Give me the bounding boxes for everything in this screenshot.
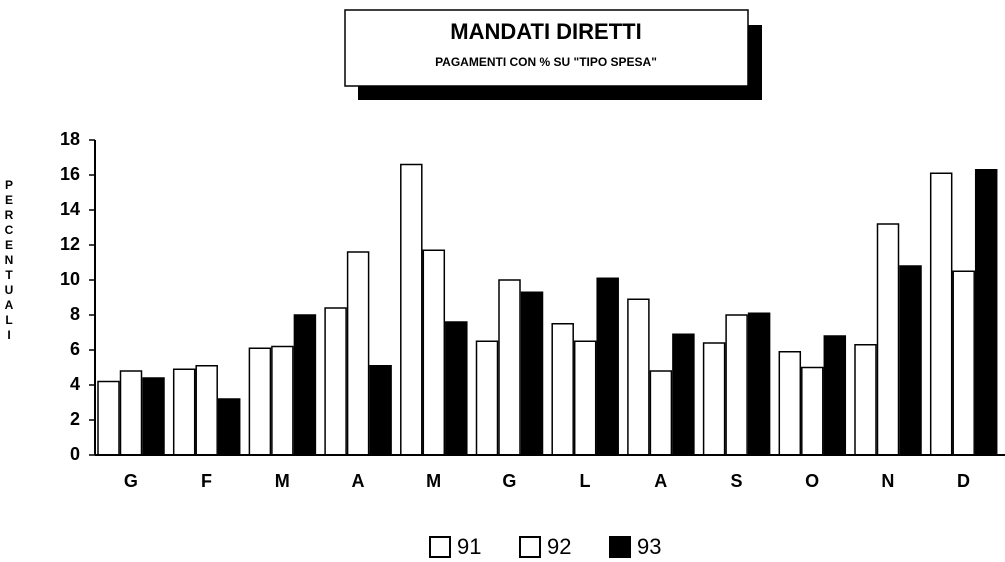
title-box (344, 9, 749, 87)
legend-swatch (519, 536, 541, 558)
bar (573, 340, 597, 456)
x-tick-label: N (881, 471, 894, 491)
bar (551, 323, 574, 456)
y-tick-label: 12 (60, 234, 80, 254)
bar (974, 169, 998, 456)
bar (801, 366, 824, 456)
bar (520, 291, 544, 456)
y-tick-label: 14 (60, 199, 80, 219)
bar (369, 365, 392, 456)
bar (627, 298, 650, 456)
y-tick-label: 18 (60, 129, 80, 149)
x-tick-label: G (502, 471, 516, 491)
bar (293, 314, 317, 456)
bar (248, 347, 272, 456)
bar (854, 344, 877, 456)
bar (400, 163, 423, 456)
x-tick-label: D (957, 471, 970, 491)
x-tick-label: L (580, 471, 591, 491)
bar (702, 342, 726, 456)
bar (195, 365, 218, 456)
legend-swatch (429, 536, 451, 558)
y-tick-label: 10 (60, 269, 80, 289)
bar (324, 307, 347, 456)
bar (498, 279, 521, 456)
y-axis-label: PERCENTUALI (2, 178, 16, 343)
bar (475, 340, 499, 456)
legend-label: 91 (457, 534, 481, 559)
x-tick-label: S (730, 471, 742, 491)
legend-label: 92 (547, 534, 571, 559)
bar (217, 398, 241, 456)
bar (747, 312, 771, 456)
x-tick-label: O (805, 471, 819, 491)
y-tick-label: 4 (70, 374, 80, 394)
y-tick-label: 8 (70, 304, 80, 324)
bar (271, 345, 294, 456)
legend-swatch (609, 536, 631, 558)
y-tick-label: 16 (60, 164, 80, 184)
bar (725, 314, 748, 456)
x-tick-label: F (201, 471, 212, 491)
x-tick-label: A (654, 471, 667, 491)
bar (346, 251, 370, 456)
bar (596, 277, 619, 456)
bar (142, 377, 165, 456)
y-tick-label: 2 (70, 409, 80, 429)
bar (952, 270, 975, 456)
bar (649, 370, 673, 456)
bar (97, 380, 120, 456)
chart-subtitle: PAGAMENTI CON % SU "TIPO SPESA" (435, 55, 657, 69)
x-tick-label: M (426, 471, 441, 491)
bar (929, 172, 953, 456)
y-tick-label: 6 (70, 339, 80, 359)
legend-label: 93 (637, 534, 661, 559)
bar (778, 351, 802, 456)
chart-title: MANDATI DIRETTI (450, 19, 641, 44)
bar (119, 370, 143, 456)
bar (445, 321, 468, 456)
bar (422, 249, 446, 456)
x-tick-label: A (351, 471, 364, 491)
y-tick-label: 0 (70, 444, 80, 464)
bar (672, 333, 695, 456)
bar (876, 223, 900, 456)
bar (899, 265, 922, 456)
x-tick-label: G (124, 471, 138, 491)
bar (823, 335, 847, 456)
x-tick-label: M (275, 471, 290, 491)
bar (172, 368, 196, 456)
